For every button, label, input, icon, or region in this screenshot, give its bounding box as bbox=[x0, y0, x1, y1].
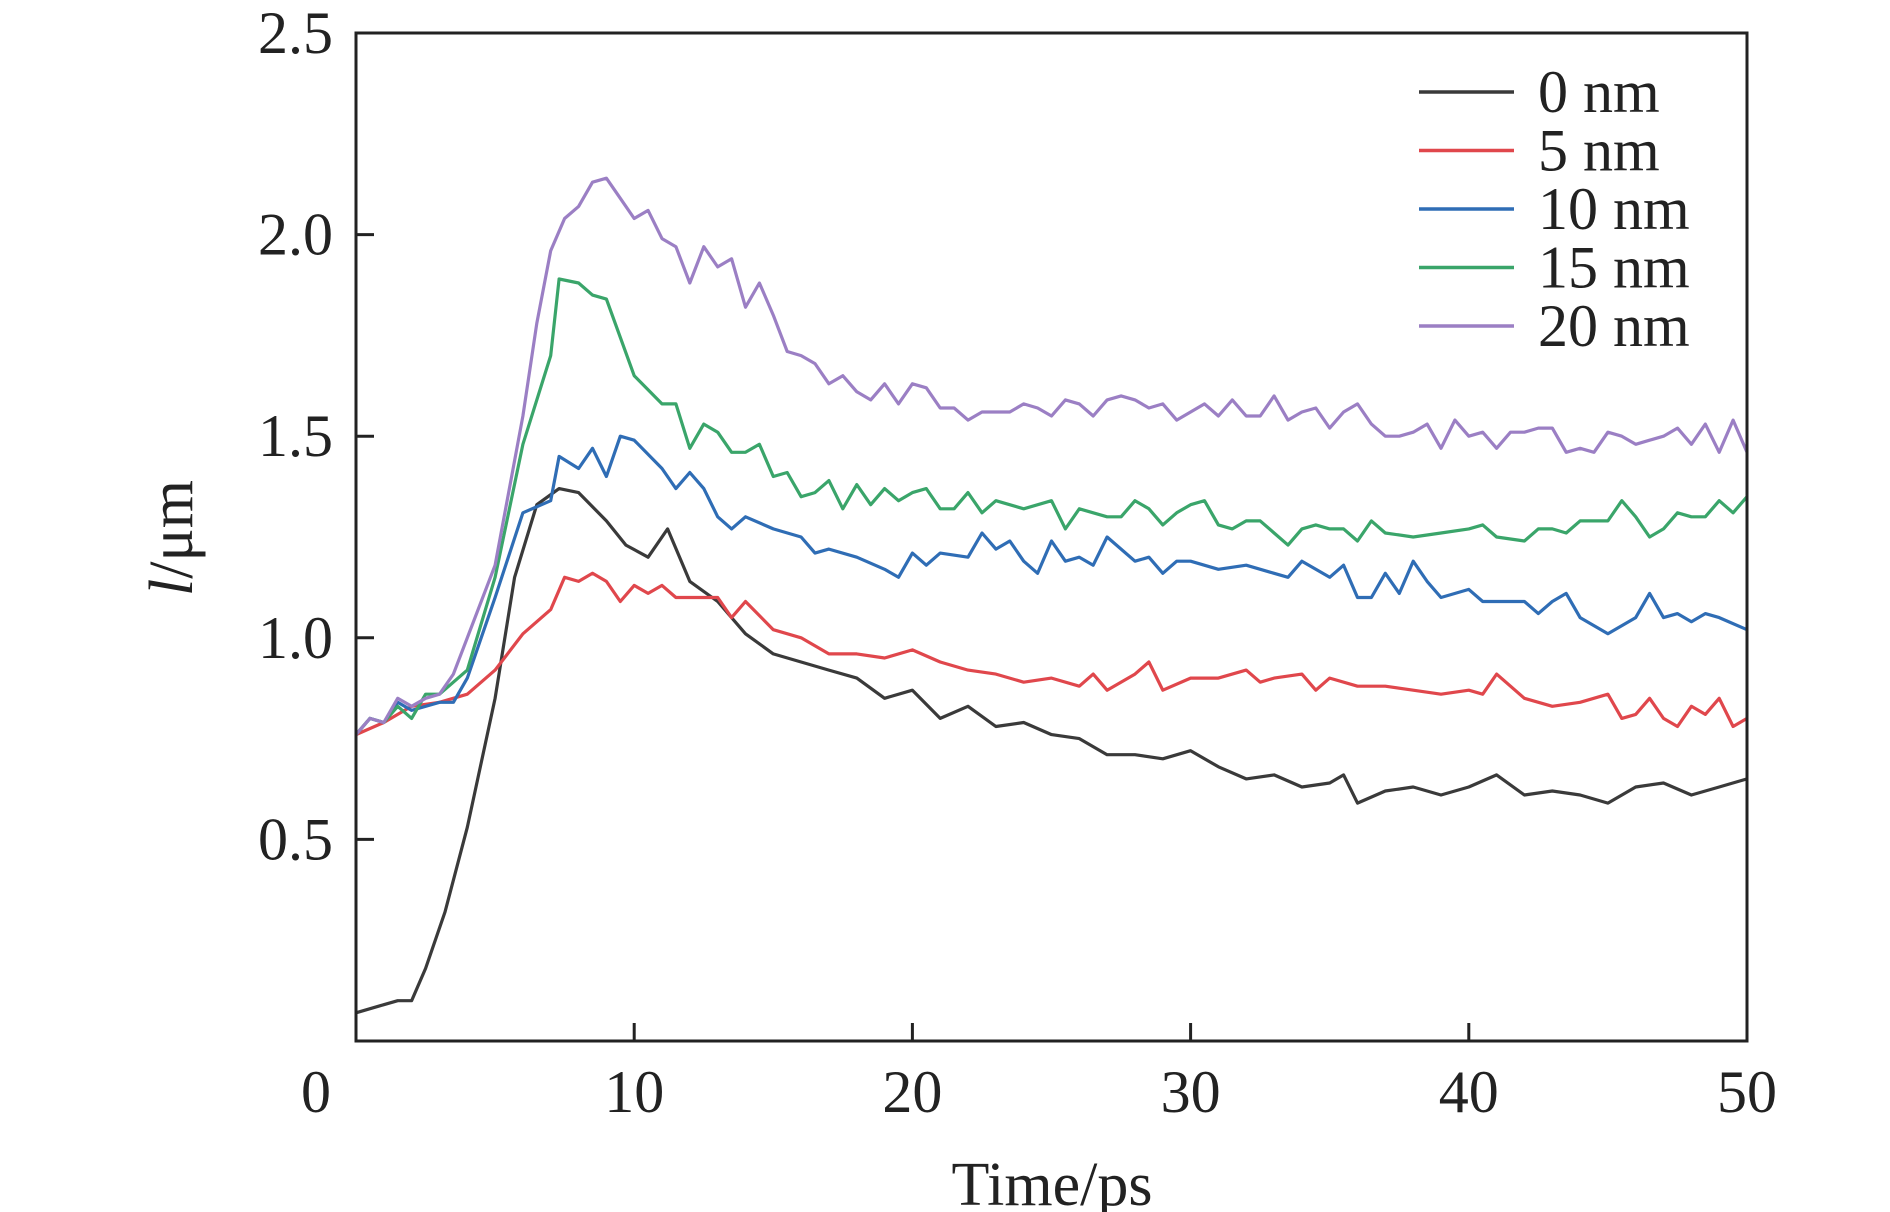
y-axis: 0.5 1.0 1.5 2.0 2.5 bbox=[258, 0, 374, 872]
x-axis-title: Time/ps bbox=[951, 1151, 1152, 1212]
y-axis-title: l/μm bbox=[138, 480, 206, 596]
series-line-5-nm bbox=[355, 571, 1748, 737]
series-line-15-nm bbox=[354, 277, 1749, 736]
legend-label: 10 nm bbox=[1538, 176, 1690, 242]
series-line-0-nm bbox=[355, 487, 1748, 1015]
x-tick-label: 30 bbox=[1161, 1059, 1221, 1125]
series-line-10-nm bbox=[354, 434, 1748, 736]
y-tick-label: 2.5 bbox=[258, 0, 333, 66]
y-axis-title-unit: /μm bbox=[138, 480, 206, 579]
legend-label: 0 nm bbox=[1538, 59, 1660, 125]
legend-label: 5 nm bbox=[1538, 118, 1660, 184]
y-tick-label: 1.0 bbox=[258, 605, 333, 671]
x-tick-label: 10 bbox=[604, 1059, 664, 1125]
plot-frame bbox=[354, 31, 1749, 1043]
y-axis-title-italic: l bbox=[138, 579, 206, 596]
legend-label: 15 nm bbox=[1538, 235, 1690, 301]
y-tick-label: 2.0 bbox=[258, 202, 333, 268]
legend-label: 20 nm bbox=[1538, 293, 1690, 359]
x-tick-label: 20 bbox=[882, 1059, 942, 1125]
series-line-20-nm bbox=[354, 176, 1749, 736]
x-axis: 0 10 20 30 40 50 bbox=[301, 1023, 1777, 1125]
x-tick-label: 50 bbox=[1717, 1059, 1777, 1125]
y-tick-label: 0.5 bbox=[258, 806, 333, 872]
y-tick-label: 1.5 bbox=[258, 403, 333, 469]
series-lines bbox=[354, 176, 1749, 1015]
x-tick-label: 40 bbox=[1439, 1059, 1499, 1125]
x-tick-label: 0 bbox=[301, 1059, 331, 1125]
